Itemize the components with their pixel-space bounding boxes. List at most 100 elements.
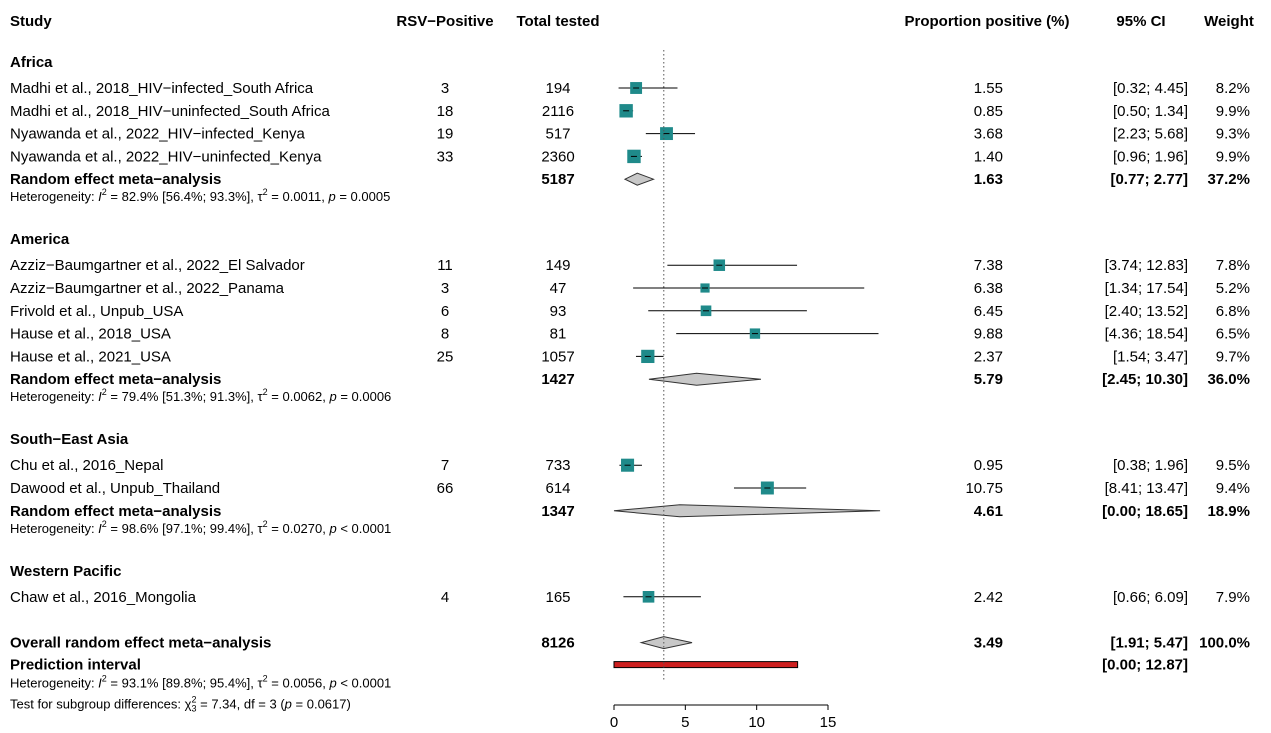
overall-weight: 100.0% (1199, 635, 1250, 652)
estimate-value: 9.88 (974, 326, 1003, 343)
estimate-value: 1.55 (974, 80, 1003, 97)
header-weight: Weight (1204, 13, 1254, 30)
pooled-diamond (613, 504, 881, 518)
study-name: Nyawanda et al., 2022_HIV−uninfected_Ken… (10, 148, 322, 165)
events-value: 66 (437, 480, 454, 497)
events-value: 11 (437, 257, 453, 274)
ci-value: [2.40; 13.52] (1105, 303, 1188, 320)
events-value: 3 (441, 280, 449, 297)
events-value: 25 (437, 348, 454, 365)
x-tick-label: 15 (820, 714, 837, 731)
events-value: 19 (437, 126, 454, 143)
header-total-tested: Total tested (516, 13, 599, 30)
weight-value: 9.7% (1216, 348, 1250, 365)
prediction-bar (613, 661, 799, 669)
study-name: Madhi et al., 2018_HIV−infected_South Af… (10, 80, 314, 97)
header-row: Study RSV−Positive Total tested Proporti… (10, 13, 1254, 30)
pooled-total: 5187 (541, 171, 574, 188)
header-ci: 95% CI (1116, 13, 1165, 30)
ci-value: [3.74; 12.83] (1105, 257, 1188, 274)
total-value: 1057 (541, 348, 574, 365)
total-value: 614 (545, 480, 570, 497)
ci-value: [1.34; 17.54] (1105, 280, 1188, 297)
overall-label: Overall random effect meta−analysis (10, 635, 271, 652)
weight-value: 6.5% (1216, 326, 1250, 343)
pooled-label: Random effect meta−analysis (10, 371, 221, 388)
weight-value: 9.9% (1216, 148, 1250, 165)
estimate-value: 6.38 (974, 280, 1003, 297)
pooled-weight: 18.9% (1207, 503, 1250, 520)
prediction-label: Prediction interval (10, 657, 141, 674)
pooled-estimate: 1.63 (974, 171, 1003, 188)
ci-value: [0.50; 1.34] (1113, 103, 1188, 120)
total-value: 81 (550, 326, 567, 343)
study-name: Hause et al., 2018_USA (10, 326, 171, 343)
pooled-weight: 36.0% (1207, 371, 1250, 388)
pooled-ci: [2.45; 10.30] (1102, 371, 1188, 388)
ci-value: [8.41; 13.47] (1105, 480, 1188, 497)
pooled-weight: 37.2% (1207, 171, 1250, 188)
estimate-value: 7.38 (974, 257, 1003, 274)
header-study: Study (10, 13, 52, 30)
ci-value: [0.66; 6.09] (1113, 589, 1188, 606)
total-value: 165 (545, 589, 570, 606)
estimate-value: 1.40 (974, 148, 1003, 165)
study-name: Azziz−Baumgartner et al., 2022_Panama (10, 280, 285, 297)
estimate-value: 2.37 (974, 348, 1003, 365)
events-value: 33 (437, 148, 454, 165)
subgroup-heterogeneity: Heterogeneity: I2 = 98.6% [97.1%; 99.4%]… (10, 519, 391, 536)
total-value: 149 (545, 257, 570, 274)
x-tick-label: 5 (681, 714, 689, 731)
total-value: 93 (550, 303, 567, 320)
subgroup-heading: Africa (10, 54, 53, 71)
weight-value: 7.9% (1216, 589, 1250, 606)
ci-value: [2.23; 5.68] (1113, 126, 1188, 143)
pooled-total: 1427 (541, 371, 574, 388)
study-name: Hause et al., 2021_USA (10, 348, 171, 365)
study-name: Nyawanda et al., 2022_HIV−infected_Kenya (10, 126, 305, 143)
subgroup-heading: America (10, 231, 70, 248)
header-proportion: Proportion positive (%) (905, 13, 1070, 30)
pooled-estimate: 5.79 (974, 371, 1003, 388)
pooled-ci: [0.77; 2.77] (1110, 171, 1188, 188)
subgroup-heading: South−East Asia (10, 431, 129, 448)
pooled-diamond (623, 172, 655, 186)
x-axis: 0 5 10 15 (610, 704, 837, 731)
pooled-total: 1347 (541, 503, 574, 520)
weight-value: 8.2% (1216, 80, 1250, 97)
pooled-label: Random effect meta−analysis (10, 171, 221, 188)
weight-value: 5.2% (1216, 280, 1250, 297)
subgroup-heterogeneity: Heterogeneity: I2 = 82.9% [56.4%; 93.3%]… (10, 187, 390, 204)
x-tick-label: 10 (748, 714, 765, 731)
weight-value: 9.9% (1216, 103, 1250, 120)
weight-value: 9.4% (1216, 480, 1250, 497)
pooled-diamond (648, 372, 761, 386)
ci-value: [0.32; 4.45] (1113, 80, 1188, 97)
weight-value: 6.8% (1216, 303, 1250, 320)
total-value: 733 (545, 457, 570, 474)
weight-value: 9.5% (1216, 457, 1250, 474)
estimate-value: 0.95 (974, 457, 1003, 474)
study-name: Madhi et al., 2018_HIV−uninfected_South … (10, 103, 330, 120)
header-rsv-positive: RSV−Positive (396, 13, 493, 30)
pooled-ci: [0.00; 18.65] (1102, 503, 1188, 520)
estimate-value: 6.45 (974, 303, 1003, 320)
events-value: 4 (441, 589, 449, 606)
ci-value: [0.38; 1.96] (1113, 457, 1188, 474)
total-value: 2116 (542, 103, 574, 120)
total-value: 194 (545, 80, 570, 97)
subgroup-heading: Western Pacific (10, 563, 121, 580)
total-value: 47 (550, 280, 567, 297)
study-name: Azziz−Baumgartner et al., 2022_El Salvad… (10, 257, 305, 274)
estimate-value: 0.85 (974, 103, 1003, 120)
x-tick-label: 0 (610, 714, 618, 731)
study-name: Dawood et al., Unpub_Thailand (10, 480, 220, 497)
study-name: Chu et al., 2016_Nepal (10, 457, 163, 474)
events-value: 3 (441, 80, 449, 97)
overall-ci: [1.91; 5.47] (1110, 635, 1188, 652)
total-value: 2360 (541, 148, 574, 165)
estimate-value: 3.68 (974, 126, 1003, 143)
overall-total: 8126 (541, 635, 574, 652)
weight-value: 7.8% (1216, 257, 1250, 274)
